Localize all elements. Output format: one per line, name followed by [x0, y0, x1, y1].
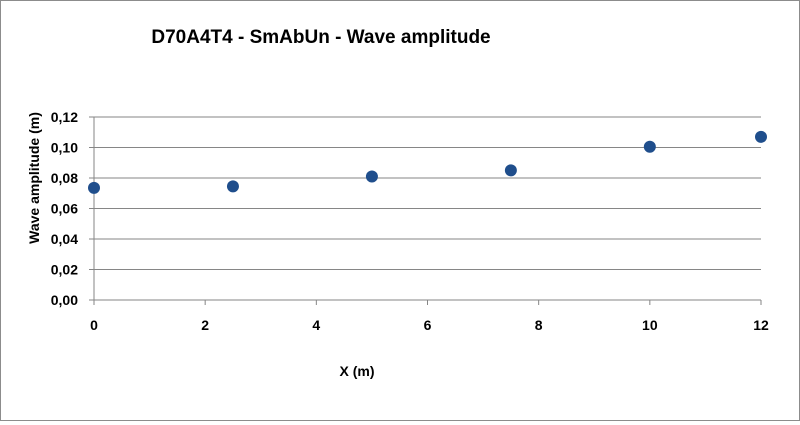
y-tick-label: 0,10 [51, 140, 78, 156]
data-point [88, 181, 100, 194]
x-tick-label: 0 [90, 317, 98, 333]
x-axis-label: X (m) [340, 363, 375, 379]
x-tick-label: 2 [201, 317, 209, 333]
data-point [643, 140, 656, 153]
data-point [504, 164, 517, 177]
x-tick-label: 6 [424, 317, 432, 333]
x-tick-label: 8 [535, 317, 543, 333]
y-tick-label: 0,04 [51, 231, 78, 247]
data-point [755, 130, 767, 143]
data-point [365, 170, 378, 183]
chart-title: D70A4T4 - SmAbUn - Wave amplitude [151, 27, 490, 48]
data-point [226, 180, 239, 193]
y-tick-label: 0,12 [51, 109, 78, 125]
axes [89, 116, 762, 305]
y-tick-label: 0,06 [51, 201, 78, 217]
x-tick-labels: 0 2 4 6 8 10 12 [90, 317, 769, 333]
x-tick-label: 12 [753, 317, 769, 333]
gridlines [94, 116, 761, 270]
y-tick-label: 0,02 [51, 262, 78, 278]
x-tick-label: 4 [312, 317, 320, 333]
y-tick-label: 0,00 [51, 292, 78, 308]
y-tick-labels: 0,00 0,02 0,04 0,06 0,08 0,10 0,12 [51, 109, 78, 308]
data-points [88, 130, 767, 194]
x-tick-label: 10 [642, 317, 658, 333]
y-axis-label: Wave amplitude (m) [26, 112, 42, 244]
y-tick-label: 0,08 [51, 170, 78, 186]
